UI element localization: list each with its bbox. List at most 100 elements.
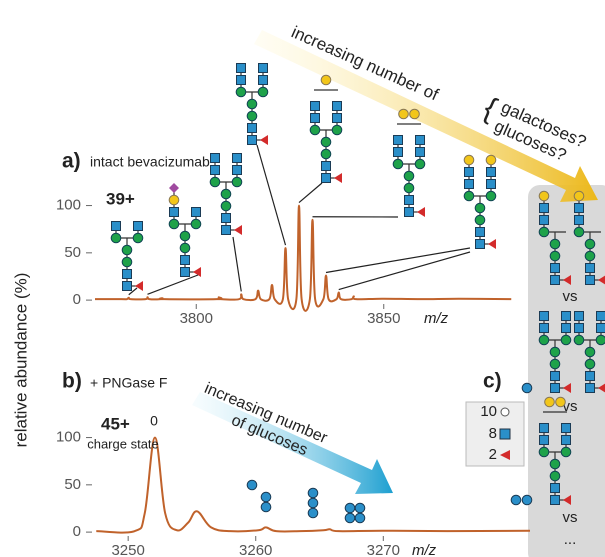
mannose [111,233,121,243]
glcnac [487,168,496,177]
glcnac [405,196,414,205]
y-tick-label: 50 [64,244,81,261]
glcnac [562,312,571,321]
subtitle: + PNGase F [90,375,167,391]
glucose [345,503,355,513]
glcnac [575,312,584,321]
galactose [556,397,566,407]
glcnac [248,136,257,145]
mannose [550,239,560,249]
mannose [191,219,201,229]
panel-label: c) [483,370,502,393]
glcnac [311,102,320,111]
x-tick-label: 3270 [367,542,400,557]
subtitle: intact bevacizumab [90,154,210,170]
separator: vs [563,509,578,526]
glcnac [416,148,425,157]
glcnac [551,496,560,505]
mannose [585,239,595,249]
glcnac [123,270,132,279]
charge-note: charge state [87,436,159,451]
charge-label: 39+ [106,189,135,208]
mannose [539,227,549,237]
glcnac [233,166,242,175]
glcnac [586,264,595,273]
mannose [574,227,584,237]
mannose [550,359,560,369]
glycan [169,183,201,277]
glcnac [540,204,549,213]
glcnac [465,168,474,177]
mannose [404,183,414,193]
glcnac [170,208,179,217]
glcnac [233,154,242,163]
glcnac [597,312,605,321]
glcnac [551,484,560,493]
fucose [260,135,268,145]
glcnac [416,136,425,145]
x-axis-label: m/z [412,542,437,557]
peak-label: 0 [150,413,158,429]
pointer [339,252,470,290]
x-tick-label: 3800 [180,310,213,327]
glcnac [259,76,268,85]
glcnac [222,226,231,235]
y-tick-label: 50 [64,476,81,493]
glcnac [540,216,549,225]
y-tick-label: 0 [73,523,81,540]
glcnac [540,312,549,321]
glcnac [333,102,342,111]
mannose [415,159,425,169]
legend-count: 8 [489,425,497,442]
mannose [539,335,549,345]
separator: ... [564,531,577,548]
mannose [122,245,132,255]
glycan [464,155,496,249]
mannose [180,231,190,241]
mannose [596,335,605,345]
glcnac [311,114,320,123]
glycan [210,154,242,236]
fucose [234,225,242,235]
glcnac [575,204,584,213]
mannose [585,347,595,357]
mannose [393,159,403,169]
glucose [355,503,365,513]
pointer [299,183,322,203]
galactose [545,397,555,407]
glcnac [181,256,190,265]
glucose [308,508,318,518]
glcnac [237,64,246,73]
mannose [475,215,485,225]
galactose [410,109,420,119]
mannose [585,359,595,369]
mannose [561,447,571,457]
glcnac [586,384,595,393]
mannose [169,219,179,229]
mannose [247,99,257,109]
mannose [221,189,231,199]
mannose [464,191,474,201]
galactose [169,195,179,205]
x-tick-label: 3260 [239,542,272,557]
galactose [539,191,549,201]
glcnac [134,222,143,231]
mannose [321,137,331,147]
glcnac [394,148,403,157]
glucose [247,480,257,490]
mannose [550,459,560,469]
glcnac [551,384,560,393]
legend-count: 2 [489,446,497,463]
glcnac [476,228,485,237]
mannose [236,87,246,97]
x-tick-label: 3850 [367,310,400,327]
glucose [522,383,532,393]
pointer [148,275,199,294]
glcnac [562,324,571,333]
glycan [236,64,268,146]
fucose [334,173,342,183]
glcnac [237,76,246,85]
glcnac [192,208,201,217]
sialic-acid [169,183,179,193]
galactose [321,75,331,85]
